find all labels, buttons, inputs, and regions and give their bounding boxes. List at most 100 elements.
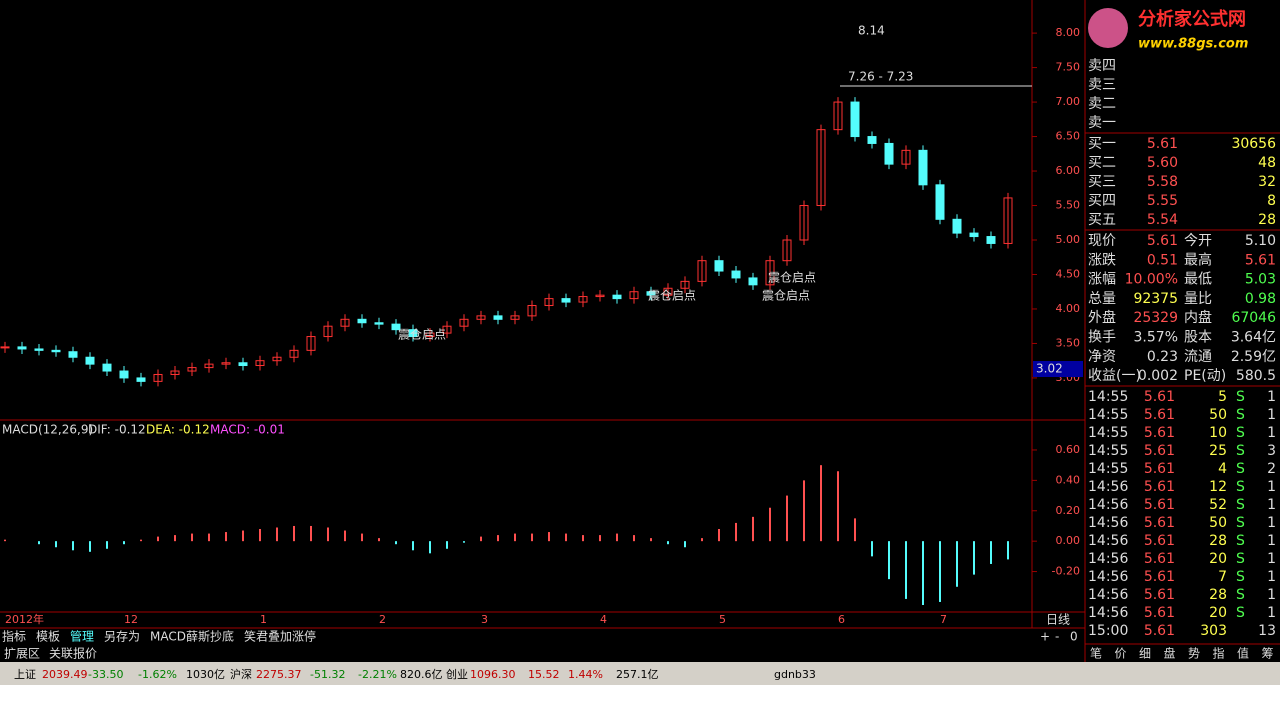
x-tick-label: 7: [940, 613, 947, 626]
panel-tab[interactable]: 细: [1139, 647, 1151, 661]
trade-count: 1: [1267, 605, 1276, 621]
status-item: 1030亿: [186, 668, 225, 681]
tool-tab[interactable]: 指标: [2, 629, 26, 644]
trade-flag: S: [1236, 461, 1245, 477]
quote-value: 580.5: [1236, 368, 1276, 384]
tool-tab[interactable]: 另存为: [104, 630, 140, 644]
candle: [204, 363, 214, 369]
y-tick-label: 7.50: [1056, 61, 1081, 74]
y-tick-label: 4.00: [1056, 302, 1081, 315]
annotation: 8.14: [858, 24, 885, 38]
trade-flag: S: [1236, 551, 1245, 567]
tool-tab[interactable]: MACD: [150, 630, 186, 644]
quote-value: 0.23: [1147, 349, 1178, 365]
sell-label: 卖二: [1088, 96, 1116, 112]
zoom-tab[interactable]: 0: [1070, 630, 1078, 644]
candle: [85, 356, 95, 365]
candle: [748, 277, 758, 286]
trade-volume: 50: [1209, 515, 1227, 531]
trade-count: 1: [1267, 407, 1276, 423]
candle: [374, 322, 384, 325]
trade-flag: S: [1236, 605, 1245, 621]
candle: [646, 291, 656, 296]
trade-time: 14:56: [1088, 551, 1128, 567]
trade-count: 1: [1267, 515, 1276, 531]
candle: [493, 315, 503, 320]
candle: [408, 329, 418, 338]
trade-volume: 28: [1209, 533, 1227, 549]
candle: [578, 296, 588, 303]
quote-label: 最高: [1184, 251, 1212, 268]
candle: [833, 101, 843, 131]
candle: [527, 305, 537, 317]
background: [0, 0, 1280, 685]
macd-dif: DIF: -0.12: [88, 423, 146, 437]
sub-tab[interactable]: 关联报价: [49, 646, 97, 661]
status-item: gdnb33: [774, 668, 816, 681]
status-item: -33.50: [88, 668, 123, 681]
trade-price: 5.61: [1144, 605, 1175, 621]
annotation: 震仓启点: [762, 289, 810, 303]
trade-count: 1: [1267, 587, 1276, 603]
trade-flag: S: [1236, 497, 1245, 513]
buy-label: 买四: [1088, 193, 1116, 209]
status-item: 创业: [446, 668, 468, 681]
quote-label: 净资: [1088, 349, 1116, 365]
quote-label: 收益(一): [1088, 368, 1141, 384]
candle: [68, 351, 78, 358]
candle: [867, 136, 877, 144]
tool-tab[interactable]: 管理: [70, 629, 94, 644]
candle: [425, 332, 435, 338]
buy-volume: 30656: [1231, 136, 1276, 152]
sell-label: 卖四: [1088, 58, 1116, 74]
candle: [816, 129, 826, 207]
panel-tab[interactable]: 盘: [1164, 646, 1176, 661]
status-item: 257.1亿: [616, 668, 659, 681]
trade-count: 1: [1267, 497, 1276, 513]
candle: [391, 323, 401, 331]
candle: [561, 298, 571, 303]
quote-label: 换手: [1088, 329, 1116, 346]
tool-tab[interactable]: 模板: [36, 630, 60, 644]
zoom-tab[interactable]: +: [1040, 630, 1050, 644]
sub-tab[interactable]: 扩展区: [4, 647, 40, 661]
candle: [442, 325, 452, 334]
y-tick-label: -0.20: [1052, 565, 1080, 578]
candle: [238, 362, 248, 367]
candle: [799, 205, 809, 241]
y-tick-label: 5.50: [1056, 199, 1081, 212]
panel-tab[interactable]: 筹: [1262, 647, 1274, 661]
panel-tab[interactable]: 笔: [1090, 646, 1102, 661]
tool-tab[interactable]: 笑君叠加涨停: [244, 629, 316, 644]
trade-price: 5.61: [1144, 407, 1175, 423]
quote-value: 3.57%: [1134, 330, 1178, 346]
candle: [765, 260, 775, 286]
logo-icon: [1088, 8, 1128, 48]
buy-volume: 32: [1258, 174, 1276, 190]
quote-label: 流通: [1184, 349, 1212, 365]
status-item: 2039.49: [42, 668, 88, 681]
tool-tab[interactable]: 薛斯抄底: [186, 629, 234, 644]
candle: [714, 260, 724, 272]
panel-tab[interactable]: 值: [1237, 646, 1249, 661]
panel-tab[interactable]: 指: [1213, 646, 1225, 661]
candle: [17, 346, 27, 350]
panel-tab[interactable]: 势: [1188, 647, 1200, 661]
trade-count: 1: [1267, 569, 1276, 585]
macd-macd: MACD: -0.01: [210, 423, 285, 437]
candle: [629, 291, 639, 300]
panel-tab[interactable]: 价: [1115, 647, 1127, 661]
buy-price: 5.60: [1147, 155, 1178, 171]
trade-time: 14:56: [1088, 587, 1128, 603]
quote-label: 外盘: [1088, 309, 1116, 326]
trade-count: 13: [1258, 623, 1276, 639]
trade-price: 5.61: [1144, 551, 1175, 567]
quote-label: 内盘: [1184, 309, 1212, 326]
trade-time: 14:56: [1088, 533, 1128, 549]
candle: [340, 318, 350, 327]
trade-count: 1: [1267, 389, 1276, 405]
zoom-tab[interactable]: -: [1055, 630, 1059, 644]
candle: [323, 325, 333, 338]
trade-time: 14:56: [1088, 515, 1128, 531]
